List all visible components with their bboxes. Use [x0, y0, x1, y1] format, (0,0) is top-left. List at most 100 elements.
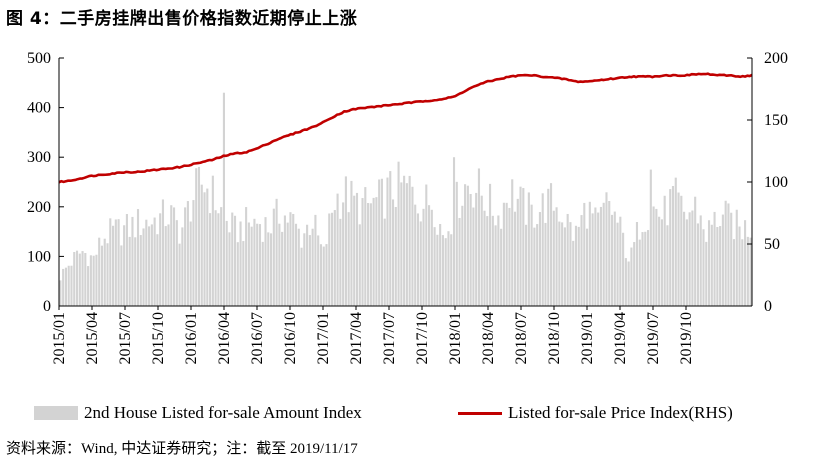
- bar: [516, 198, 519, 306]
- bar: [172, 207, 176, 306]
- bar: [272, 208, 275, 306]
- x-tick-label: 2015/07: [117, 312, 134, 364]
- x-tick-label: 2016/01: [183, 312, 200, 364]
- bar: [281, 231, 284, 306]
- x-axis-ticks: 2015/01 2015/04 2015/07 2015/10 2016/01 2016/…: [51, 306, 695, 364]
- bar: [100, 245, 104, 306]
- bar: [491, 215, 494, 306]
- x-tick-label: 2019/10: [678, 312, 695, 364]
- bar: [721, 214, 724, 306]
- bar: [333, 210, 336, 306]
- bar: [544, 222, 547, 306]
- bar: [386, 177, 389, 306]
- bar: [389, 171, 392, 306]
- bar: [561, 222, 564, 306]
- bar: [225, 220, 228, 306]
- x-tick-label: 2015/01: [51, 312, 68, 364]
- bar: [247, 222, 250, 306]
- bar: [677, 192, 680, 306]
- bar: [669, 189, 672, 306]
- bar: [705, 241, 708, 306]
- bar-series: [59, 92, 752, 306]
- bar: [125, 214, 128, 306]
- x-tick-label: 2018/04: [480, 312, 497, 364]
- legend-bar-swatch: [34, 406, 78, 420]
- x-tick-label: 2015/04: [84, 312, 101, 364]
- bar: [330, 212, 334, 306]
- bar: [511, 179, 514, 306]
- x-tick-label: 2019/07: [645, 312, 662, 364]
- bar: [549, 183, 553, 306]
- bar: [228, 232, 231, 306]
- bar: [123, 225, 126, 306]
- x-tick-label: 2016/10: [282, 312, 299, 364]
- bar: [428, 205, 431, 306]
- bar: [439, 224, 442, 306]
- bar: [746, 236, 749, 306]
- x-tick-label: 2016/04: [216, 312, 233, 364]
- bar: [383, 218, 386, 306]
- right-axis-ticks: 0 50 100 150 200: [747, 50, 788, 315]
- bar: [547, 188, 550, 306]
- legend: 2nd House Listed for-sale Amount Index L…: [34, 403, 814, 425]
- bar: [633, 242, 636, 306]
- bar: [613, 211, 616, 306]
- left-tick-label: 500: [27, 50, 51, 67]
- bar: [322, 246, 325, 306]
- bar: [472, 207, 475, 306]
- bar: [211, 175, 214, 306]
- bar: [696, 223, 699, 306]
- bar: [577, 226, 580, 306]
- x-tick-label: 2017/10: [414, 312, 431, 364]
- bar: [250, 226, 253, 306]
- bar: [128, 236, 131, 306]
- bar: [461, 205, 464, 306]
- bar: [367, 203, 370, 306]
- bar: [217, 213, 220, 306]
- x-tick-label: 2018/07: [513, 312, 530, 364]
- bar: [699, 215, 702, 306]
- bar: [403, 175, 406, 306]
- bar: [744, 220, 747, 306]
- bar: [519, 186, 522, 306]
- bar: [644, 231, 647, 306]
- bar: [294, 223, 298, 306]
- bar: [444, 238, 447, 306]
- bar: [164, 226, 167, 306]
- x-tick-label: 2019/01: [579, 312, 596, 364]
- bar: [319, 244, 323, 306]
- legend-label-line: Listed for-sale Price Index(RHS): [508, 403, 733, 422]
- bar: [239, 221, 242, 306]
- bar: [683, 211, 686, 306]
- bar: [325, 244, 328, 306]
- left-tick-label: 0: [43, 298, 51, 315]
- legend-item-line: Listed for-sale Price Index(RHS): [458, 403, 733, 423]
- source-note: 资料来源：Wind, 中达证券研究；注：截至 2019/11/17: [6, 441, 358, 457]
- bar: [647, 230, 650, 306]
- bar: [355, 192, 359, 306]
- bar: [710, 224, 713, 306]
- bar: [455, 181, 458, 306]
- bar: [258, 224, 262, 306]
- bar: [167, 224, 170, 306]
- bar: [538, 212, 541, 306]
- bar: [405, 183, 408, 306]
- bar: [62, 268, 65, 306]
- bar: [306, 224, 309, 306]
- bar: [142, 228, 145, 306]
- bar: [605, 192, 608, 306]
- bar: [283, 215, 286, 306]
- bar: [419, 221, 422, 306]
- bar: [308, 235, 311, 306]
- bar: [134, 237, 137, 306]
- bar: [616, 222, 619, 306]
- bar: [81, 251, 84, 306]
- bar: [95, 254, 98, 306]
- bar: [264, 217, 267, 306]
- bar: [727, 203, 730, 306]
- bar: [522, 188, 525, 306]
- bar: [649, 169, 652, 306]
- bar: [109, 218, 112, 306]
- bar: [680, 195, 683, 306]
- x-tick-label: 2019/04: [612, 312, 629, 364]
